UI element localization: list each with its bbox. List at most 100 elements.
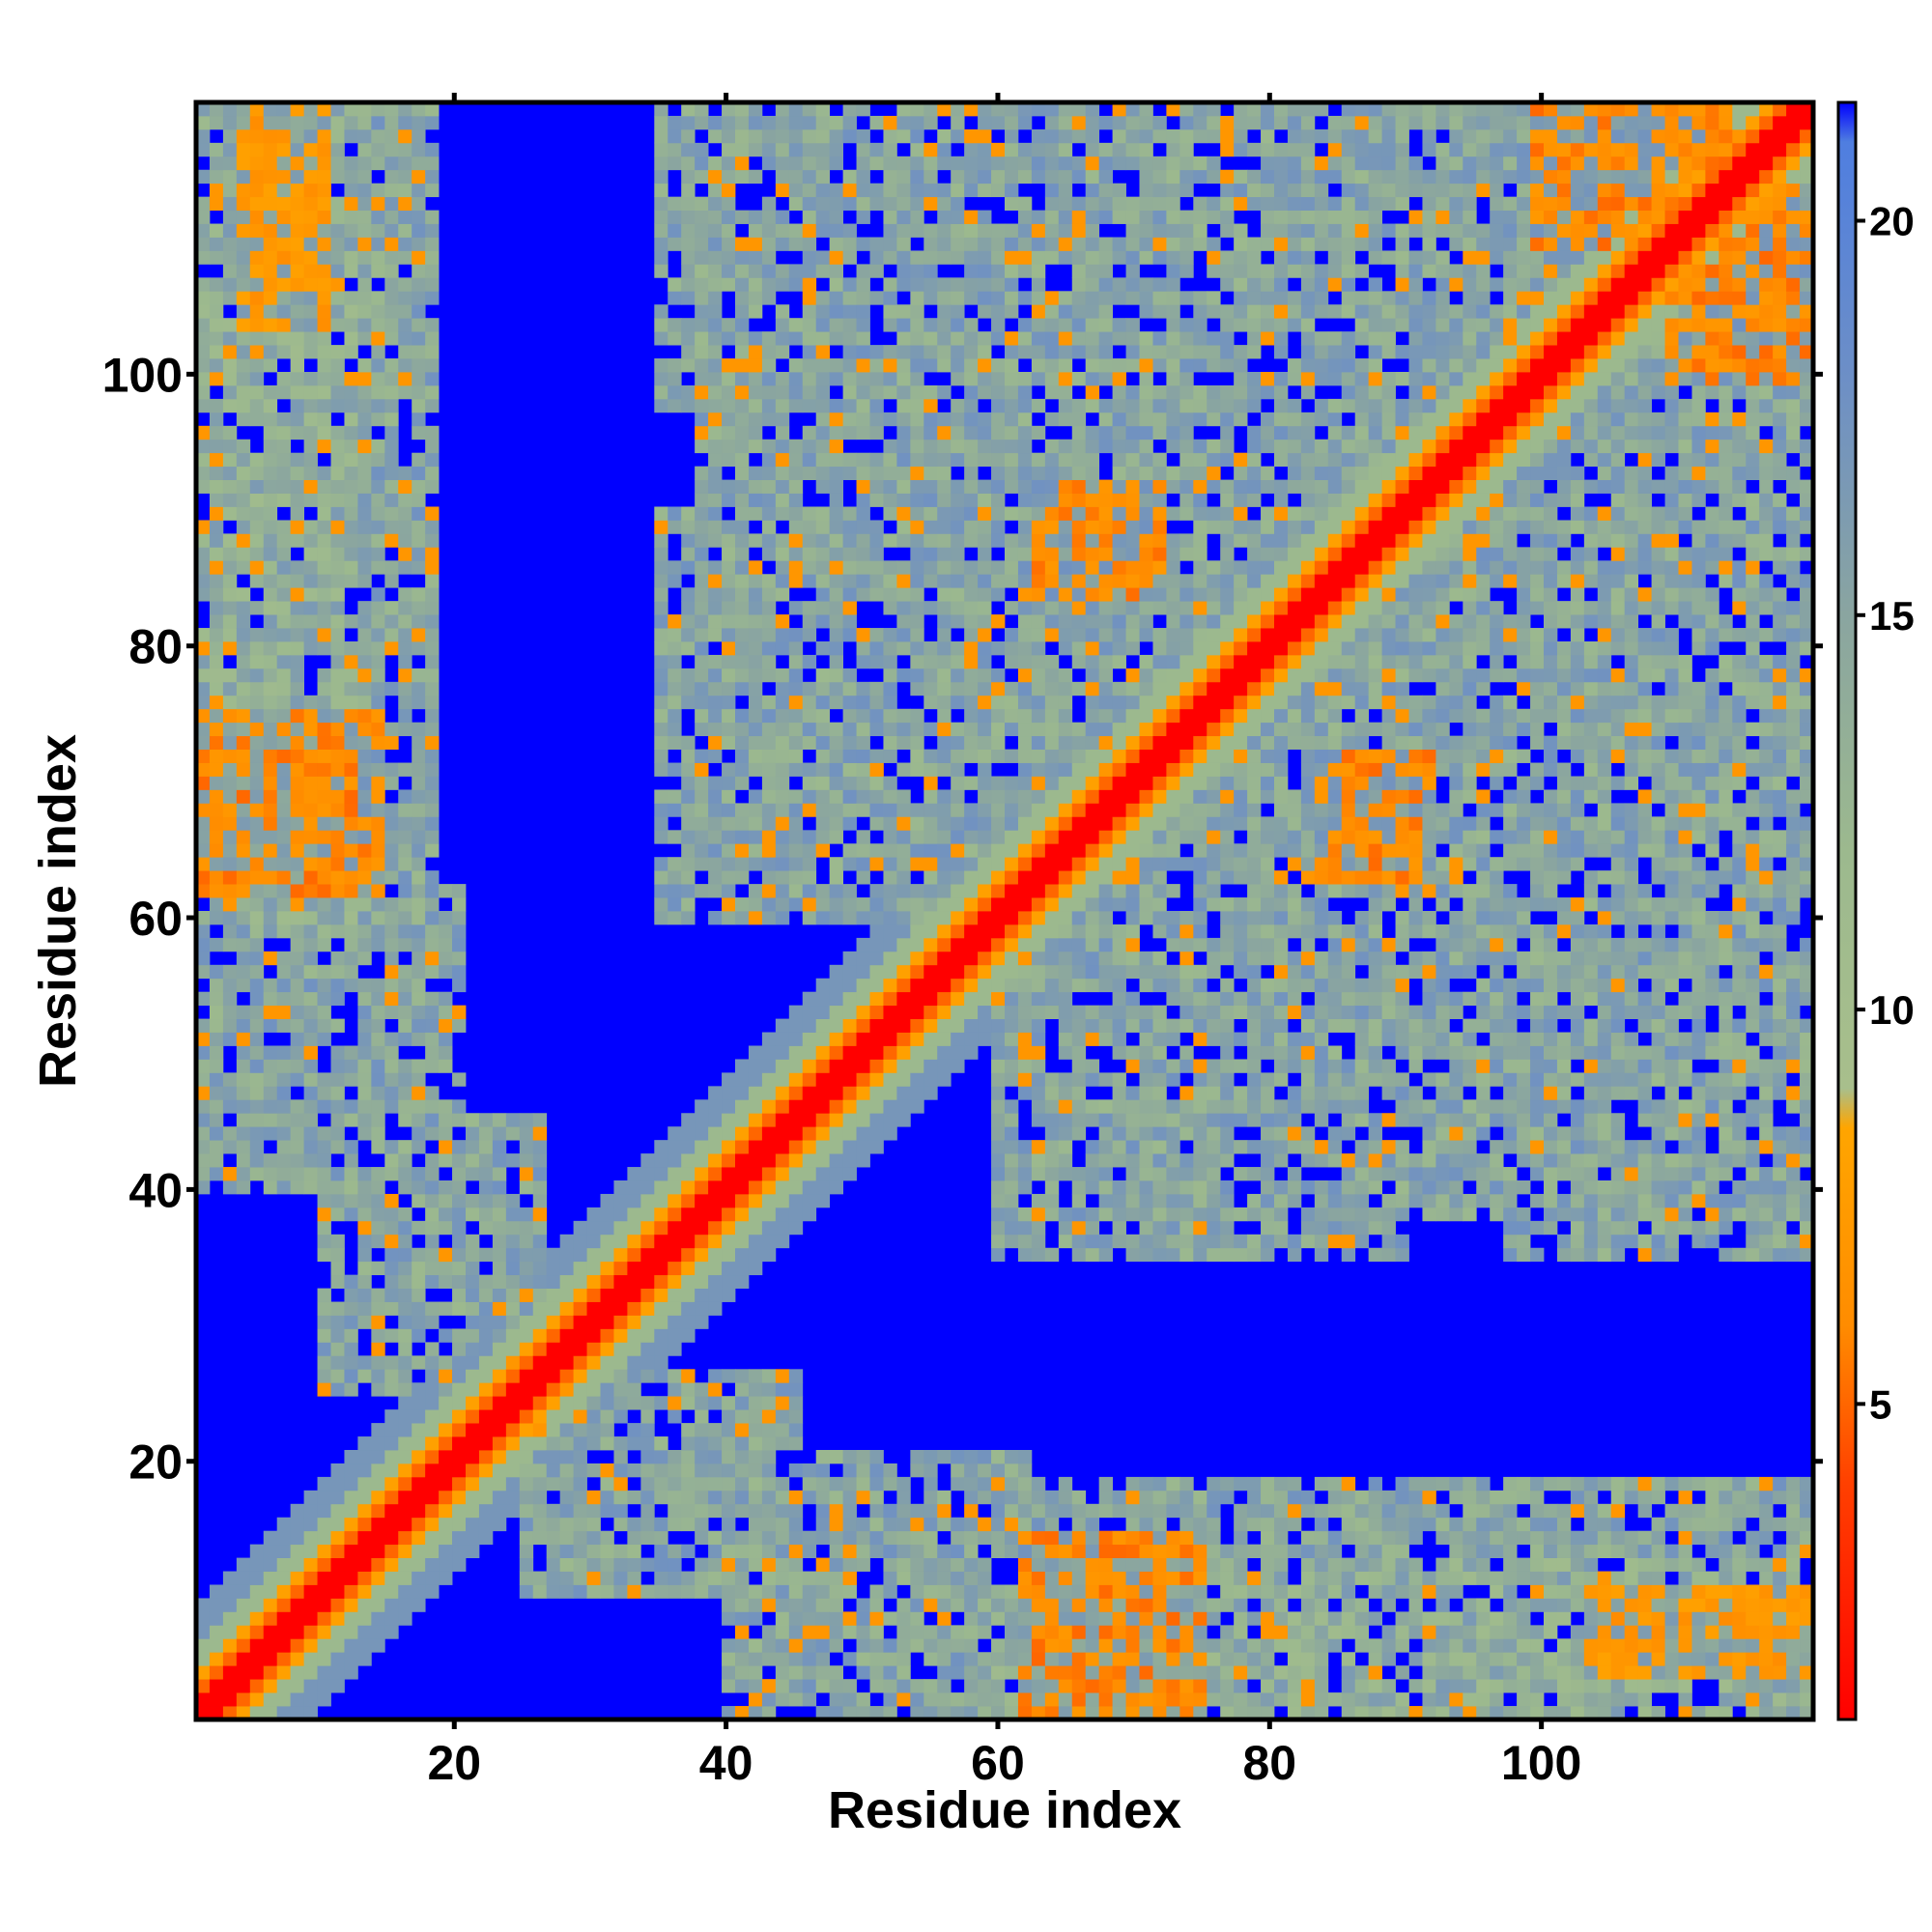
heatmap-cell [748, 1409, 763, 1424]
heatmap-cell [317, 587, 331, 602]
heatmap-cell [910, 762, 924, 777]
heatmap-cell [788, 1571, 804, 1585]
heatmap-cell [209, 641, 224, 656]
heatmap-cell [317, 1315, 331, 1329]
heatmap-cell [722, 601, 736, 615]
heatmap-cell [398, 1086, 412, 1100]
heatmap-cell [384, 897, 399, 912]
heatmap-cell [384, 237, 399, 251]
heatmap-cell [722, 142, 736, 157]
heatmap-cell [708, 318, 723, 332]
heatmap-cell [722, 574, 736, 588]
heatmap-cell [829, 735, 843, 750]
heatmap-cell [695, 1517, 709, 1532]
heatmap-cell [951, 520, 965, 534]
heatmap-cell [290, 884, 304, 898]
heatmap-cell [802, 398, 817, 413]
heatmap-cell [910, 1072, 924, 1087]
heatmap-cell [209, 533, 224, 548]
heatmap-cell [978, 115, 992, 130]
heatmap-cell [978, 520, 992, 534]
heatmap-cell [384, 223, 399, 238]
heatmap-cell [802, 210, 817, 224]
heatmap-cell [357, 1355, 372, 1370]
heatmap-cell [748, 169, 763, 185]
heatmap-cell [1044, 789, 1060, 804]
heatmap-cell [1005, 466, 1019, 480]
heatmap-cell [937, 358, 952, 373]
heatmap-cell [532, 1234, 548, 1249]
heatmap-cell [371, 1099, 385, 1114]
heatmap-cell [425, 1571, 440, 1585]
heatmap-cell [344, 1140, 358, 1154]
heatmap-cell [412, 466, 426, 480]
heatmap-cell [1058, 668, 1073, 683]
heatmap-cell [1017, 1045, 1033, 1060]
heatmap-cell [263, 1598, 278, 1612]
heatmap-cell [842, 1059, 857, 1073]
heatmap-cell [856, 722, 870, 737]
heatmap-cell [1058, 681, 1073, 696]
heatmap-cell [263, 1167, 278, 1181]
heatmap-cell [788, 1099, 804, 1114]
heatmap-cell [546, 1476, 561, 1492]
heatmap-cell [586, 1274, 601, 1289]
heatmap-cell [290, 816, 304, 831]
heatmap-cell [627, 1167, 641, 1181]
heatmap-cell [1017, 762, 1033, 777]
heatmap-cell [640, 1261, 655, 1276]
heatmap-cell [222, 857, 238, 871]
heatmap-cell [896, 857, 911, 871]
heatmap-cell [371, 1018, 385, 1033]
heatmap-cell [910, 749, 924, 763]
heatmap-cell [236, 978, 251, 993]
heatmap-cell [896, 708, 911, 724]
heatmap-cell [290, 1045, 304, 1060]
heatmap-cell [978, 749, 992, 763]
heatmap-cell [398, 1207, 412, 1222]
heatmap-cell [412, 1450, 426, 1464]
heatmap-cell [412, 1598, 426, 1612]
heatmap-cell [290, 843, 304, 858]
heatmap-cell [695, 1167, 709, 1181]
heatmap-cell [439, 1180, 453, 1195]
heatmap-cell [196, 1113, 211, 1127]
heatmap-cell [290, 1625, 304, 1639]
heatmap-cell [681, 358, 696, 373]
heatmap-cell [492, 1193, 507, 1208]
heatmap-cell [398, 115, 412, 130]
heatmap-cell [1044, 735, 1060, 750]
heatmap-cell [371, 816, 385, 831]
heatmap-cell [519, 1463, 534, 1478]
heatmap-cell [681, 614, 696, 629]
heatmap-cell [775, 803, 790, 817]
heatmap-cell [991, 1598, 1006, 1612]
heatmap-cell [249, 250, 265, 265]
heatmap-cell [681, 1207, 696, 1222]
heatmap-cell [708, 1450, 723, 1464]
heatmap-cell [371, 102, 385, 117]
heatmap-cell [788, 1153, 804, 1168]
heatmap-cell [761, 520, 777, 534]
heatmap-cell [708, 1382, 723, 1397]
heatmap-cell [869, 1625, 884, 1639]
heatmap-cell [398, 479, 412, 494]
heatmap-cell [695, 695, 709, 710]
heatmap-cell [735, 1638, 750, 1653]
heatmap-cell [761, 250, 777, 265]
heatmap-cell [748, 1665, 763, 1680]
heatmap-cell [317, 923, 331, 939]
heatmap-cell [398, 762, 412, 777]
heatmap-cell [761, 1490, 777, 1505]
heatmap-cell [1071, 614, 1087, 629]
heatmap-cell [815, 587, 831, 602]
heatmap-cell [856, 1665, 870, 1680]
heatmap-cell [748, 345, 763, 359]
heatmap-cell [991, 735, 1006, 750]
heatmap-cell [923, 911, 938, 925]
heatmap-cell [964, 1571, 979, 1585]
heatmap-cell [910, 654, 924, 669]
heatmap-cell [412, 1140, 426, 1154]
heatmap-cell [317, 196, 331, 211]
heatmap-cell [788, 479, 804, 494]
